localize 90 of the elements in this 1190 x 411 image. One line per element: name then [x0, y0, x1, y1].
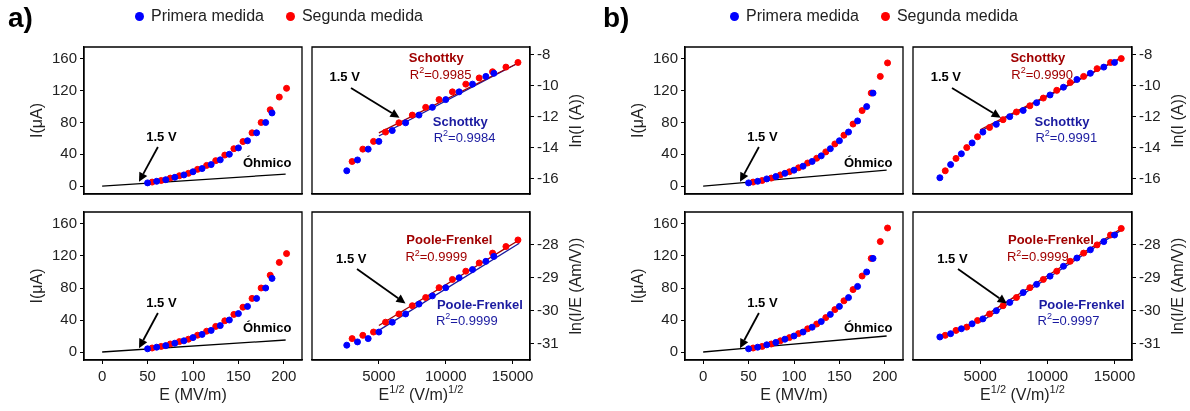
x-tick-label: 150 [826, 367, 852, 385]
y-tick-label: -10 [1139, 75, 1161, 93]
x-tick-label: 50 [139, 367, 156, 385]
y-tick-label: -30 [537, 300, 559, 318]
y-tick-label: 160 [51, 214, 77, 232]
y-tick-label: -30 [1139, 300, 1161, 318]
y-tick-label: -16 [537, 168, 559, 186]
legend-label: Segunda medida [896, 7, 1018, 25]
y-tick-label: -31 [537, 333, 559, 351]
y-axis-title: I(μA) [28, 103, 46, 138]
annotation: Poole-Frenkel [436, 296, 523, 312]
annotation: Poole-Frenkel [1007, 231, 1094, 247]
chart-title: b) [603, 2, 630, 34]
legend-label: Segunda medida [301, 7, 423, 25]
annotation: 1.5 V [937, 250, 968, 266]
annotation: Óhmico [843, 154, 893, 170]
annotation: Óhmico [242, 320, 292, 336]
y-axis-title: I(μA) [629, 103, 647, 138]
x-tick-label: 0 [698, 367, 708, 385]
annotation: Schottky [1034, 113, 1091, 129]
annotation: 1.5 V [930, 69, 962, 85]
y-tick-label: -14 [537, 137, 559, 155]
chart-title: a) [8, 2, 33, 34]
annotation: 1.5 V [329, 69, 361, 85]
x-tick-label: 0 [97, 367, 107, 385]
y-tick-label: 120 [51, 246, 77, 264]
y-tick-label: -12 [537, 106, 559, 124]
annotation: 1.5 V [747, 294, 778, 310]
y-tick-label: 0 [669, 176, 678, 194]
x-tick-label: 5000 [362, 367, 396, 385]
y-tick-label: -28 [537, 235, 559, 253]
x-tick-label: 200 [271, 367, 297, 385]
legend-label: Primera medida [151, 7, 264, 25]
annotation: 1.5 V [336, 250, 367, 266]
annotation: Schottky [408, 50, 465, 66]
annotation: 1.5 V [146, 294, 177, 310]
y-tick-label: 80 [60, 112, 77, 130]
x-tick-label: 10000 [1026, 367, 1069, 385]
annotation: Óhmico [843, 320, 893, 336]
x-tick-label: 5000 [963, 367, 997, 385]
annotation: Schottky [1010, 50, 1067, 66]
y-tick-label: 80 [60, 278, 77, 296]
x-tick-label: 50 [740, 367, 757, 385]
annotation: Schottky [432, 113, 489, 129]
x-axis-title: E (MV/m) [159, 386, 227, 404]
y-tick-label: -8 [537, 44, 551, 62]
y-tick-label: -8 [1139, 44, 1153, 62]
annotation: Poole-Frenkel [1038, 296, 1125, 312]
y-tick-label: -12 [1139, 106, 1161, 124]
legend-label: Primera medida [746, 7, 859, 25]
y-axis-title: I(μA) [28, 268, 46, 304]
x-tick-label: 200 [872, 367, 898, 385]
y-tick-label: -16 [1139, 168, 1161, 186]
y-tick-label: 80 [661, 112, 678, 130]
x-tick-label: 15000 [1093, 367, 1136, 385]
x-axis-title: E (MV/m) [760, 386, 828, 404]
y-tick-label: 40 [60, 144, 77, 162]
y-tick-label: 120 [51, 80, 77, 98]
x-tick-label: 10000 [424, 367, 467, 385]
y-tick-label: 80 [661, 278, 678, 296]
annotation: 1.5 V [146, 128, 177, 144]
y-tick-label: 160 [51, 49, 77, 67]
annotation: 1.5 V [747, 128, 778, 144]
y-axis-title: ln(I (A)) [567, 93, 585, 148]
y-tick-label: -10 [537, 75, 559, 93]
y-tick-label: 0 [68, 342, 77, 360]
x-tick-label: 150 [225, 367, 251, 385]
y-tick-label: -29 [537, 267, 559, 285]
y-axis-title: I(μA) [629, 268, 647, 304]
y-tick-label: 0 [68, 176, 77, 194]
y-axis-title: ln(I/E (Am/V)) [567, 237, 585, 335]
y-tick-label: 40 [661, 310, 678, 328]
y-tick-label: 40 [661, 144, 678, 162]
y-tick-label: 160 [652, 49, 678, 67]
x-tick-label: 100 [180, 367, 206, 385]
y-axis-title: ln(I (A)) [1169, 93, 1187, 148]
y-tick-label: -28 [1139, 235, 1161, 253]
y-tick-label: -29 [1139, 267, 1161, 285]
y-tick-label: -31 [1139, 333, 1161, 351]
y-tick-label: 0 [669, 342, 678, 360]
y-tick-label: -14 [1139, 137, 1161, 155]
annotation: Poole-Frenkel [406, 231, 493, 247]
y-tick-label: 160 [652, 214, 678, 232]
annotation: Óhmico [242, 154, 292, 170]
y-axis-title: ln(I/E (Am/V)) [1169, 237, 1187, 335]
y-tick-label: 120 [652, 80, 678, 98]
y-tick-label: 40 [60, 310, 77, 328]
x-tick-label: 15000 [491, 367, 534, 385]
x-tick-label: 100 [781, 367, 807, 385]
y-tick-label: 120 [652, 246, 678, 264]
